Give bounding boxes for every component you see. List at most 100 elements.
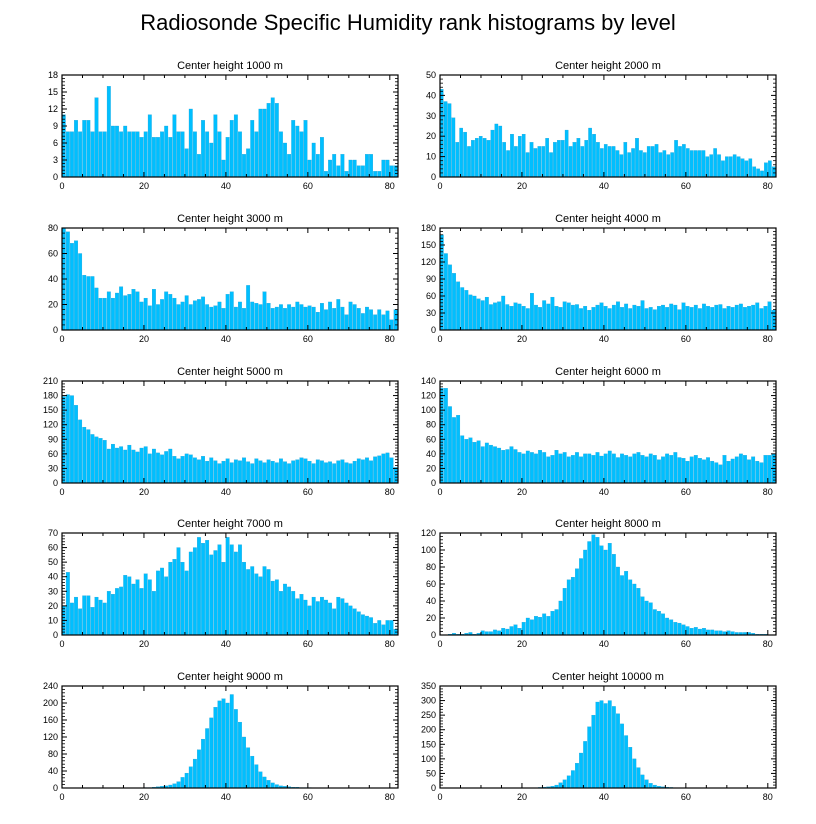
y-tick-label: 40 [48,274,58,284]
histogram-bar [557,140,561,178]
histogram-bar [592,134,596,178]
histogram-bar [448,264,452,331]
x-tick-label: 0 [59,639,64,649]
y-tick-label: 80 [48,749,58,759]
y-tick-label: 9 [53,121,58,131]
histogram-bar [628,747,633,789]
histogram-bar [274,579,279,636]
histogram-bar [738,303,743,331]
y-tick-label: 60 [426,579,436,589]
y-tick-label: 20 [426,131,436,141]
plot-frame [439,685,777,789]
histogram-bar [538,450,542,484]
histogram-bar [717,154,721,178]
histogram-bar [607,146,612,178]
y-tick-label: 40 [426,596,436,606]
histogram-bar [332,154,337,178]
histogram-bar [377,309,382,331]
histogram-bar [546,303,551,331]
histogram-bar [464,439,469,484]
histogram-bar [340,154,345,178]
y-tick-label: 12 [48,104,58,114]
histogram-bar [490,129,495,178]
histogram-bar [710,460,715,484]
panel-title: Center height 1000 m [177,60,283,72]
histogram-bar [534,453,538,484]
histogram-bar [299,304,304,331]
histogram-bar [756,168,760,178]
histogram-bar [344,314,349,331]
histogram-bar [98,131,103,178]
histogram-bar [493,446,497,484]
histogram-bar [192,300,197,331]
histogram-bar [554,609,559,636]
x-tick-label: 0 [437,181,442,191]
x-tick-label: 40 [599,181,609,191]
histogram-bar [517,628,522,636]
histogram-bar [475,138,479,178]
histogram-bar [389,620,394,636]
histogram-bar [562,588,567,636]
histogram-bar [111,125,115,178]
histogram-bar [501,295,506,331]
histogram-bar [299,594,304,636]
histogram-bar [480,446,485,484]
histogram-bar [254,303,259,331]
histogram-bar [348,159,353,178]
histogram-bar [476,440,481,484]
histogram-bar [381,624,386,636]
histogram-bar [295,301,300,331]
histogram-bar [225,137,230,178]
histogram-bar [468,437,473,484]
y-tick-label: 80 [426,420,436,430]
histogram-bar [262,462,267,484]
histogram-bar [233,551,238,636]
histogram-bar [180,561,185,636]
histogram-bar [658,152,663,178]
y-tick-label: 120 [421,528,436,538]
histogram-bar [502,142,506,178]
histogram-bar [365,306,369,331]
x-tick-label: 60 [303,334,313,344]
y-tick-label: 40 [48,766,58,776]
histogram-bar [119,446,124,484]
histogram-bar [233,459,238,484]
histogram-bar [579,456,583,484]
histogram-bar [718,630,723,636]
histogram-bar [86,429,91,484]
histogram-bar [70,243,74,331]
histogram-bar [521,453,526,484]
histogram-bar [580,146,585,178]
histogram-bar [489,304,493,331]
histogram-bar [213,460,218,484]
histogram-bar [652,309,657,331]
y-tick-label: 120 [421,257,436,267]
histogram-bar [283,461,287,484]
histogram-bar [90,276,95,331]
histogram-bar [307,305,312,331]
histogram-bar [106,86,111,178]
histogram-bar [665,617,670,636]
histogram-bar [332,308,337,331]
histogram-bar [65,572,70,636]
histogram-bar [657,306,661,331]
y-tick-label: 20 [48,300,58,310]
histogram-bar [229,544,234,636]
histogram-bar [90,434,95,484]
histogram-bar [467,146,471,178]
histogram-bar [168,294,173,331]
histogram-bar [172,297,177,331]
y-tick-label: 0 [53,325,58,335]
histogram-bar [599,700,604,789]
histogram-bar [274,306,279,331]
y-tick-label: 20 [426,463,436,473]
histogram-bar [566,775,571,789]
histogram-bar [501,450,506,484]
histogram-bar [493,302,497,331]
histogram-bar [172,559,177,636]
histogram-bar [201,120,205,178]
histogram-bar [583,549,588,636]
histogram-bar [726,630,731,636]
y-tick-label: 180 [421,223,436,233]
histogram-bar [595,452,600,484]
